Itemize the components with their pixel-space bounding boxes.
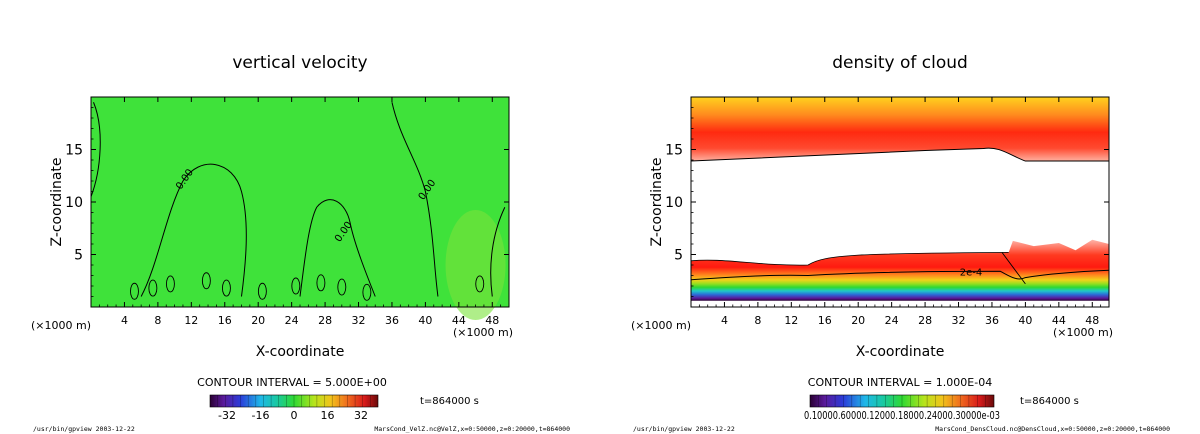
contour-line (1001, 252, 1026, 285)
contour-line (490, 207, 506, 297)
contour-interval: CONTOUR INTERVAL = 1.000E-04 (808, 376, 992, 389)
x-unit-right: (×1000 m) (453, 326, 513, 339)
y-tick-label: 5 (674, 248, 683, 264)
y-axis-label: Z-coordinate (49, 157, 65, 246)
x-tick-label: 36 (385, 314, 399, 327)
x-tick-label: 48 (1085, 314, 1099, 327)
contour-line (140, 163, 247, 297)
time-label: t=864000 s (1020, 396, 1079, 407)
contour-loop (475, 275, 485, 293)
x-unit-left: (×1000 m) (31, 319, 91, 332)
x-tick-label: 28 (918, 314, 932, 327)
x-tick-label: 44 (452, 314, 466, 327)
x-tick-label: 8 (154, 314, 161, 327)
contour-line (690, 269, 1110, 281)
contour-line (391, 102, 439, 297)
x-axis-label: X-coordinate (256, 344, 345, 360)
y-tick-label: 5 (74, 248, 83, 264)
x-tick-label: 16 (218, 314, 232, 327)
x-tick-label: 4 (721, 314, 728, 327)
x-tick-label: 12 (184, 314, 198, 327)
x-unit-right: (×1000 m) (1053, 326, 1113, 339)
chart-title: density of cloud (832, 53, 968, 73)
contour-loop (201, 272, 211, 290)
x-tick-label: 8 (754, 314, 761, 327)
contour-line (690, 147, 1109, 162)
y-tick-label: 10 (65, 195, 83, 211)
velocity-field (91, 97, 509, 307)
colorbar-tick-label: 0.10000.60000.12000.18000.24000.30000e-0… (804, 409, 1000, 422)
contour-line (690, 252, 1009, 266)
contour-loop (291, 277, 301, 295)
x-tick-label: 20 (851, 314, 865, 327)
x-tick-label: 16 (818, 314, 832, 327)
x-tick-label: 20 (251, 314, 265, 327)
x-tick-label: 32 (352, 314, 366, 327)
colorbar-tick-label: -32 (218, 409, 236, 422)
contour-loop (257, 282, 267, 300)
x-unit-left: (×1000 m) (631, 319, 691, 332)
upper-cloud-band (691, 97, 1109, 162)
colorbar-tick-label: 0 (291, 409, 298, 422)
contour-loop (148, 279, 158, 297)
x-tick-label: 12 (784, 314, 798, 327)
contour-loop (165, 275, 175, 293)
x-tick-label: 48 (485, 314, 499, 327)
footer-right: MarsCond_VelZ.nc@VelZ,x=0:50000,z=0:2000… (374, 425, 570, 433)
colorbar-tick-label: 16 (321, 409, 335, 422)
footer-left: /usr/bin/gpview 2003-12-22 (33, 425, 135, 433)
y-axis-label: Z-coordinate (649, 157, 665, 246)
velocity-field-highlight (445, 210, 506, 320)
contour-interval: CONTOUR INTERVAL = 5.000E+00 (197, 376, 387, 389)
x-tick-label: 40 (418, 314, 432, 327)
y-tick-label: 10 (665, 195, 683, 211)
x-tick-label: 24 (285, 314, 299, 327)
time-label: t=864000 s (420, 396, 479, 407)
y-tick-label: 15 (665, 143, 683, 159)
contour-loop (362, 283, 372, 301)
colorbar-tick-label: 32 (354, 409, 368, 422)
contour-label: 2e-4 (960, 267, 983, 278)
contour-line (299, 199, 376, 297)
y-tick-label: 15 (65, 143, 83, 159)
x-tick-label: 44 (1052, 314, 1066, 327)
x-tick-label: 4 (121, 314, 128, 327)
footer-left: /usr/bin/gpview 2003-12-22 (633, 425, 735, 433)
x-axis-label: X-coordinate (856, 344, 945, 360)
chart-title: vertical velocity (232, 53, 367, 73)
x-tick-label: 32 (952, 314, 966, 327)
colorbar-tick-label: -16 (252, 409, 270, 422)
contour-loop (316, 274, 326, 292)
x-tick-label: 36 (985, 314, 999, 327)
contour-loop (337, 278, 347, 296)
x-tick-label: 40 (1018, 314, 1032, 327)
contour-loop (221, 279, 231, 297)
footer-right: MarsCond_DensCloud.nc@DensCloud,x=0:5000… (935, 425, 1170, 433)
x-tick-label: 28 (318, 314, 332, 327)
contour-loop (130, 282, 139, 300)
contour-line (90, 102, 101, 197)
x-tick-label: 24 (885, 314, 899, 327)
